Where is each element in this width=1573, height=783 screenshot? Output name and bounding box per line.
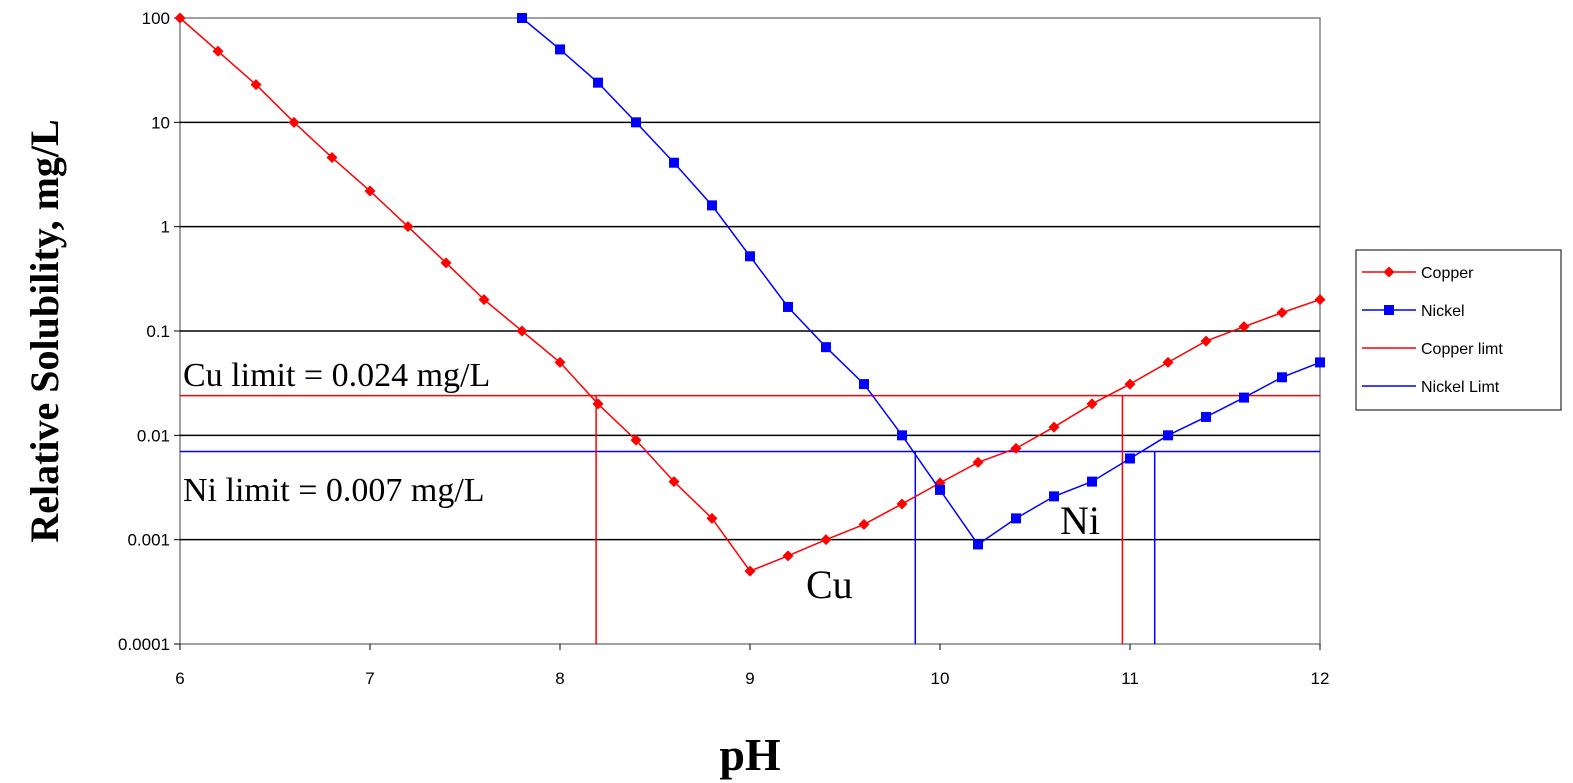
data-point (1315, 357, 1325, 368)
data-point (250, 79, 262, 91)
data-point (1163, 430, 1173, 441)
data-point (1277, 372, 1287, 383)
data-point (1162, 356, 1174, 368)
data-point (326, 152, 338, 164)
data-point (745, 251, 755, 262)
legend-label: Nickel Limt (1421, 379, 1500, 396)
data-point (1125, 453, 1135, 464)
data-point (706, 512, 718, 524)
data-point (859, 379, 869, 390)
data-point (1239, 392, 1249, 403)
data-point (669, 157, 679, 168)
x-axis-title: pH (719, 729, 781, 780)
data-point (1086, 398, 1098, 410)
data-point (973, 539, 983, 550)
data-point (478, 294, 490, 306)
x-tick-label: 7 (365, 669, 374, 688)
legend-label: Copper limt (1421, 341, 1503, 358)
data-point (1087, 476, 1097, 487)
data-point (1124, 378, 1136, 390)
data-point (631, 117, 641, 128)
legend-marker (1384, 305, 1394, 315)
data-point (402, 221, 414, 233)
legend-label: Nickel (1421, 303, 1465, 320)
x-tick-label: 12 (1311, 669, 1330, 688)
y-tick-label: 10 (151, 113, 170, 132)
data-point (668, 476, 680, 488)
x-tick-label: 9 (745, 669, 754, 688)
x-tick-label: 6 (175, 669, 184, 688)
limit-lines (180, 394, 1320, 644)
data-point (1201, 411, 1211, 422)
legend-items: Copper Nickel Copper limt Nickel Limt (1362, 265, 1503, 396)
data-point (555, 44, 565, 55)
data-point (516, 325, 528, 337)
x-tick-label: 8 (555, 669, 564, 688)
x-tick-label: 10 (931, 669, 950, 688)
ni-curve-label: Ni (1060, 498, 1100, 543)
cu-curve-label: Cu (806, 562, 853, 607)
data-point (935, 484, 945, 495)
data-point (554, 356, 566, 368)
ni-limit-annotation: Ni limit = 0.007 mg/L (183, 472, 485, 509)
data-point (517, 13, 527, 23)
data-point (707, 200, 717, 211)
data-point (364, 185, 376, 197)
series-group (174, 12, 1326, 577)
series-line (521, 17, 1321, 546)
y-tick-label: 0.0001 (118, 635, 170, 654)
tick-labels: 100 10 1 0.1 0.01 0.001 0.0001 6 7 8 9 10 11 12 (118, 9, 1329, 688)
data-point (821, 342, 831, 353)
data-point (820, 534, 832, 546)
data-point (1011, 513, 1021, 524)
cu-limit-annotation: Cu limit = 0.024 mg/L (183, 357, 490, 394)
y-tick-label: 0.1 (146, 322, 170, 341)
legend-label: Copper (1421, 265, 1474, 282)
data-point (592, 398, 604, 410)
data-point (1200, 335, 1212, 347)
data-point (174, 12, 186, 24)
data-point (783, 301, 793, 312)
y-tick-label: 0.001 (127, 531, 170, 550)
data-point (630, 434, 642, 446)
x-tick-label: 11 (1121, 669, 1139, 688)
data-point (782, 550, 794, 562)
data-point (1049, 491, 1059, 502)
data-point (858, 518, 870, 530)
data-point (1238, 321, 1250, 333)
data-point (896, 498, 908, 510)
data-point (744, 565, 756, 577)
legend: Copper Nickel Copper limt Nickel Limt (1355, 249, 1562, 411)
data-point (593, 77, 603, 88)
y-axis-title: Relative Solubility, mg/L (22, 119, 67, 542)
y-tick-label: 1 (161, 218, 170, 237)
legend-box (1355, 249, 1562, 411)
data-point (288, 116, 300, 128)
y-tick-label: 0.01 (137, 426, 170, 445)
data-point (440, 257, 452, 269)
legend-marker (1383, 266, 1395, 278)
data-point (897, 430, 907, 441)
data-point (1276, 307, 1288, 319)
data-point (1010, 442, 1022, 454)
data-point (1048, 421, 1060, 433)
data-point (1314, 294, 1326, 306)
data-point (972, 456, 984, 468)
y-tick-label: 100 (142, 9, 170, 28)
data-point (212, 45, 224, 57)
gridlines (174, 17, 1321, 650)
